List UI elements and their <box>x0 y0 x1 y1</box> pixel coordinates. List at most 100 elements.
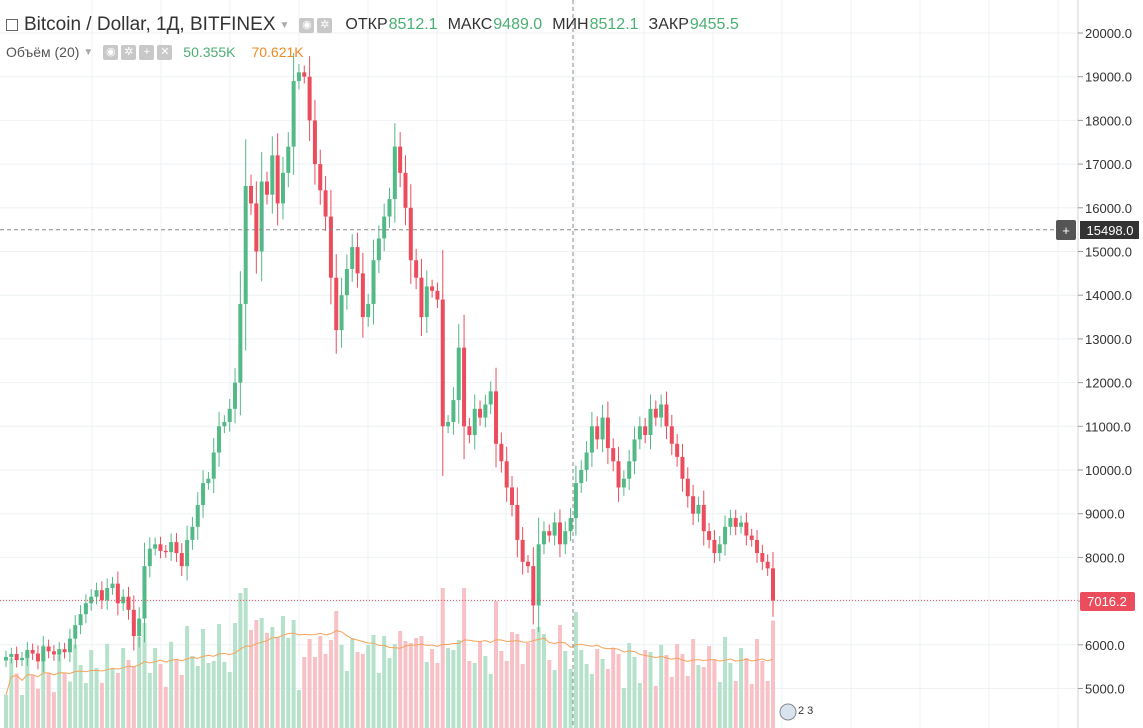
candle-body <box>387 199 392 217</box>
y-tick-label: 16000.0 <box>1085 201 1132 216</box>
volume-bar <box>451 650 456 728</box>
candle-body <box>472 408 477 436</box>
volume-bar <box>510 632 515 728</box>
collapse-toggle[interactable] <box>6 19 18 31</box>
candle-body <box>233 382 238 409</box>
candle-body <box>307 76 312 121</box>
volume-bar <box>712 660 717 728</box>
candle-body <box>440 299 445 427</box>
candle-body <box>536 544 541 606</box>
volume-bar <box>73 644 78 728</box>
volume-ma-line <box>5 630 774 695</box>
candle-body <box>605 417 610 449</box>
add-icon[interactable]: + <box>139 44 155 60</box>
candle-body <box>456 347 461 401</box>
volume-bar <box>163 686 168 728</box>
volume-bar <box>280 616 285 728</box>
gear-icon[interactable]: ✲ <box>121 44 137 60</box>
candle-body <box>589 426 594 453</box>
y-tick-label: 15000.0 <box>1085 245 1132 260</box>
crosshair-price-tag[interactable]: + 15498.0 <box>1056 220 1139 240</box>
candle-body <box>254 203 259 252</box>
volume-bar <box>680 654 685 728</box>
event-badge[interactable]: 2 3 <box>779 703 813 721</box>
plus-icon[interactable]: + <box>1062 223 1070 238</box>
volume-bar <box>755 639 760 728</box>
y-tick-label: 6000.0 <box>1085 638 1125 653</box>
candle-body <box>115 583 120 604</box>
volume-bar <box>403 641 408 728</box>
candle-body <box>462 347 467 427</box>
candle-body <box>158 544 163 551</box>
volume-bar <box>462 588 467 728</box>
candle-body <box>296 72 301 82</box>
volume-bar <box>211 661 216 728</box>
volume-bar <box>728 663 733 728</box>
candle-body <box>318 164 323 191</box>
last-price-tag: 7016.2 <box>1080 592 1135 611</box>
volume-bar <box>584 664 589 728</box>
candle-body <box>765 561 770 569</box>
volume-bar <box>275 637 280 728</box>
candle-body <box>51 651 56 655</box>
volume-bar <box>414 638 419 728</box>
candle-body <box>525 561 530 567</box>
volume-bar <box>371 635 376 728</box>
candle-body <box>78 614 83 626</box>
volume-bar <box>723 637 728 728</box>
candle-body <box>339 295 344 331</box>
candle-body <box>648 408 653 436</box>
volume-bars <box>4 588 775 728</box>
volume-bar <box>691 639 696 728</box>
candle-body <box>499 443 504 462</box>
chevron-down-icon[interactable]: ▼ <box>83 46 94 58</box>
candle-body <box>259 181 264 252</box>
volume-bar <box>121 648 126 728</box>
volume-bar <box>201 629 206 728</box>
candle-body <box>771 568 775 601</box>
volume-bar <box>589 674 594 728</box>
close-icon[interactable]: ✕ <box>157 44 173 60</box>
volume-bar <box>685 676 690 728</box>
eye-icon[interactable]: ◉ <box>299 17 315 33</box>
candle-body <box>312 120 317 165</box>
candle-body <box>286 146 291 173</box>
y-tick-label: 5000.0 <box>1085 682 1125 697</box>
candle-body <box>451 400 456 422</box>
candle-body <box>707 531 712 540</box>
candle-body <box>243 185 248 304</box>
volume-bar <box>137 637 142 728</box>
gear-icon[interactable]: ✲ <box>317 17 333 33</box>
candle-body <box>83 603 88 615</box>
volume-bar <box>190 656 195 728</box>
candle-body <box>392 146 397 200</box>
candle-body <box>595 426 600 440</box>
candle-body <box>398 146 403 173</box>
candle-body <box>9 653 14 658</box>
candle-body <box>680 456 685 479</box>
volume-bar <box>573 612 578 728</box>
y-tick-label: 20000.0 <box>1085 26 1132 41</box>
candle-body <box>264 181 269 195</box>
candle-body <box>217 426 222 453</box>
volume-bar <box>616 654 621 728</box>
candle-body <box>621 478 626 488</box>
candle-body <box>563 531 568 545</box>
eye-icon[interactable]: ◉ <box>103 44 119 60</box>
volume-bar <box>259 618 264 728</box>
volume-bar <box>185 626 190 728</box>
volume-bar <box>302 657 307 728</box>
candle-body <box>376 238 381 261</box>
candle-body <box>131 609 136 637</box>
candle-body <box>19 657 24 661</box>
chevron-down-icon[interactable]: ▼ <box>279 19 290 31</box>
candle-body <box>744 522 749 536</box>
volume-bar <box>595 649 600 728</box>
volume-bar <box>611 648 616 728</box>
candle-body <box>94 590 99 597</box>
volume-bar <box>701 667 706 728</box>
volume-bar <box>318 636 323 728</box>
volume-bar <box>568 669 573 728</box>
